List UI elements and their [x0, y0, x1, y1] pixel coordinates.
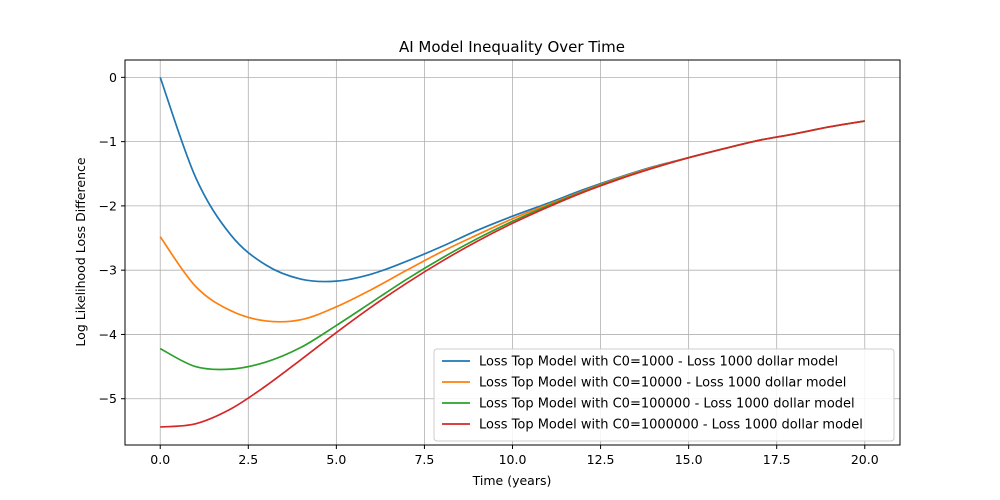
x-tick-label: 2.5 — [238, 452, 258, 467]
x-tick-label: 17.5 — [763, 452, 791, 467]
x-axis-label: Time (years) — [472, 473, 552, 488]
y-axis: 0 −1 −2 −3 −4 −5 — [99, 70, 125, 406]
y-tick-label: −4 — [99, 327, 117, 342]
series-lines — [159, 77, 865, 428]
legend-label-4: Loss Top Model with C0=1000000 - Loss 10… — [479, 418, 863, 433]
y-tick-label: 0 — [109, 70, 117, 85]
y-tick-label: −5 — [99, 391, 117, 406]
y-tick-label: −3 — [99, 263, 117, 278]
legend-label-2: Loss Top Model with C0=10000 - Loss 1000… — [479, 376, 846, 391]
x-tick-label: 0.0 — [150, 452, 170, 467]
legend: Loss Top Model with C0=1000 - Loss 1000 … — [433, 348, 895, 442]
x-tick-label: 10.0 — [499, 452, 527, 467]
legend-label-1: Loss Top Model with C0=1000 - Loss 1000 … — [479, 355, 838, 370]
y-tick-label: −1 — [99, 134, 117, 149]
series-line-4 — [160, 120, 865, 428]
grid-lines — [125, 60, 900, 445]
x-tick-label: 15.0 — [675, 452, 703, 467]
x-axis: 0.0 2.5 5.0 7.5 10.0 12.5 15.0 17.5 20.0 — [150, 445, 879, 467]
y-axis-label: Log Likelihood Loss Difference — [73, 157, 88, 346]
chart-title: AI Model Inequality Over Time — [399, 38, 625, 56]
x-tick-label: 20.0 — [851, 452, 879, 467]
x-tick-label: 7.5 — [414, 452, 434, 467]
x-tick-label: 5.0 — [326, 452, 346, 467]
x-tick-label: 12.5 — [587, 452, 615, 467]
legend-label-3: Loss Top Model with C0=100000 - Loss 100… — [479, 397, 855, 412]
legend-box — [433, 348, 895, 442]
y-tick-label: −2 — [99, 198, 117, 213]
